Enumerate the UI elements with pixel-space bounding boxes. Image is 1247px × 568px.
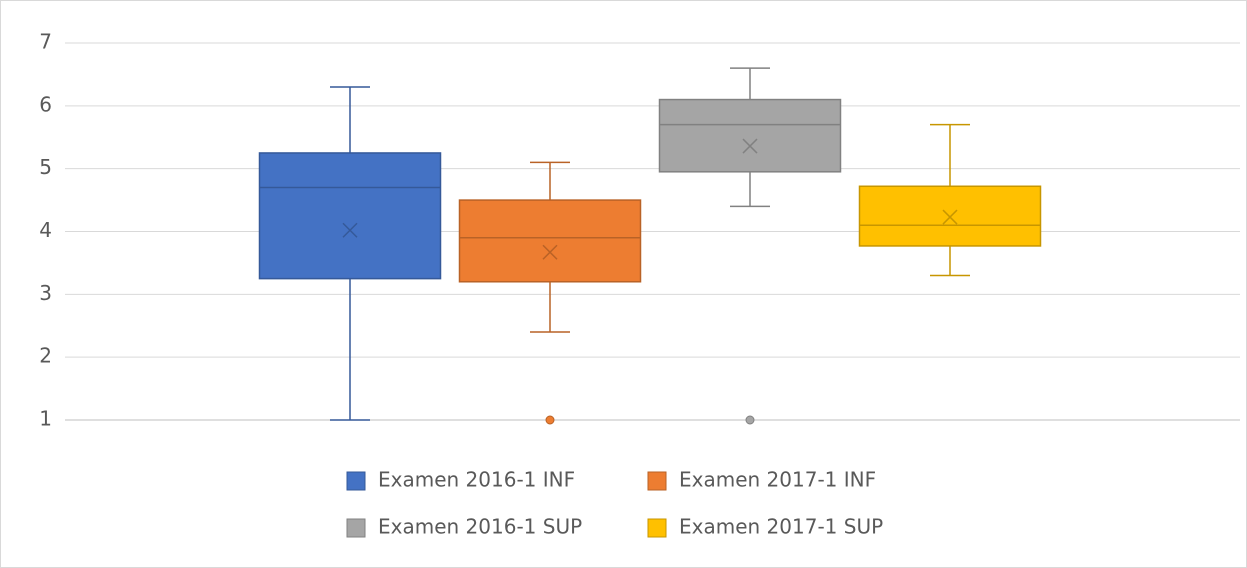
legend-swatch [346,471,366,491]
y-tick-label: 4 [39,218,52,242]
legend-swatch [647,518,667,538]
legend-label: Examen 2017-1 SUP [679,515,883,539]
legend-label: Examen 2016-1 INF [378,468,575,492]
mean-marker [942,209,958,225]
box [258,152,442,280]
legend-swatch [647,471,667,491]
outlier [745,415,755,425]
y-tick-label: 5 [39,155,52,179]
y-tick-label: 1 [39,407,52,431]
box [458,199,642,283]
outlier [545,415,555,425]
legend-label: Examen 2016-1 SUP [378,515,582,539]
mean-marker [342,222,358,238]
y-tick-label: 3 [39,281,52,305]
mean-marker [542,244,558,260]
y-tick-label: 2 [39,344,52,368]
box [658,98,842,173]
y-tick-label: 6 [39,92,52,116]
mean-marker [742,138,758,154]
legend-swatch [346,518,366,538]
legend-label: Examen 2017-1 INF [679,468,876,492]
y-tick-label: 7 [39,30,52,54]
